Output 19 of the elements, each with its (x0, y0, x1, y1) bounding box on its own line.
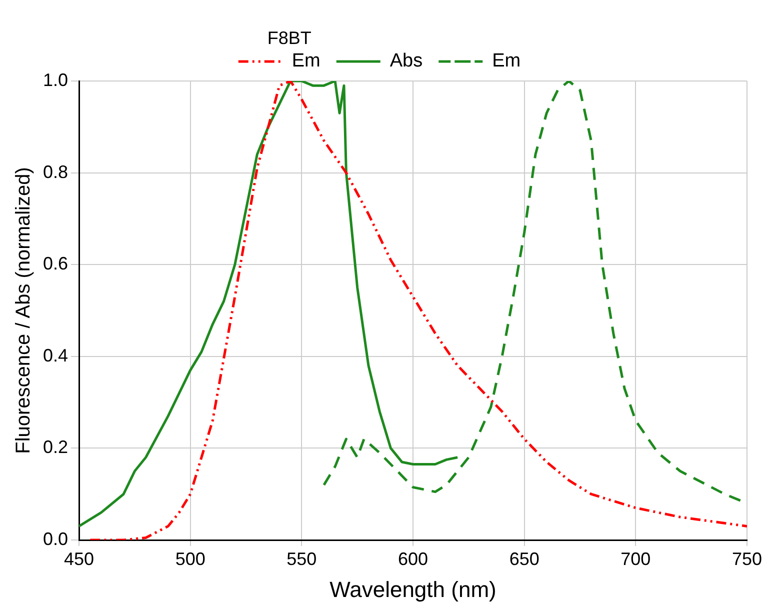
x-tick-label: 700 (620, 548, 651, 569)
y-tick-label: 1.0 (42, 70, 68, 90)
legend-label: Em (292, 50, 320, 72)
x-tick-label: 450 (64, 548, 94, 569)
y-tick-label: 0.6 (42, 254, 68, 274)
legend-label: Em (492, 50, 521, 72)
y-tick-label: 0.0 (42, 528, 68, 549)
y-tick-label: 0.4 (42, 345, 68, 366)
x-tick-label: 550 (286, 548, 317, 569)
legend-label: Abs (390, 50, 423, 72)
x-tick-label: 650 (509, 548, 540, 569)
y-tick-label: 0.8 (42, 162, 68, 182)
x-tick-label: 750 (732, 548, 762, 569)
y-axis-title: Fluorescence / Abs (normalized) (12, 167, 35, 454)
x-axis-title: Wavelength (nm) (330, 576, 496, 602)
x-tick-label: 600 (398, 548, 428, 569)
text: F8BT (267, 28, 312, 48)
x-tick-label: 500 (175, 548, 206, 569)
y-tick-label: 0.2 (42, 437, 68, 458)
